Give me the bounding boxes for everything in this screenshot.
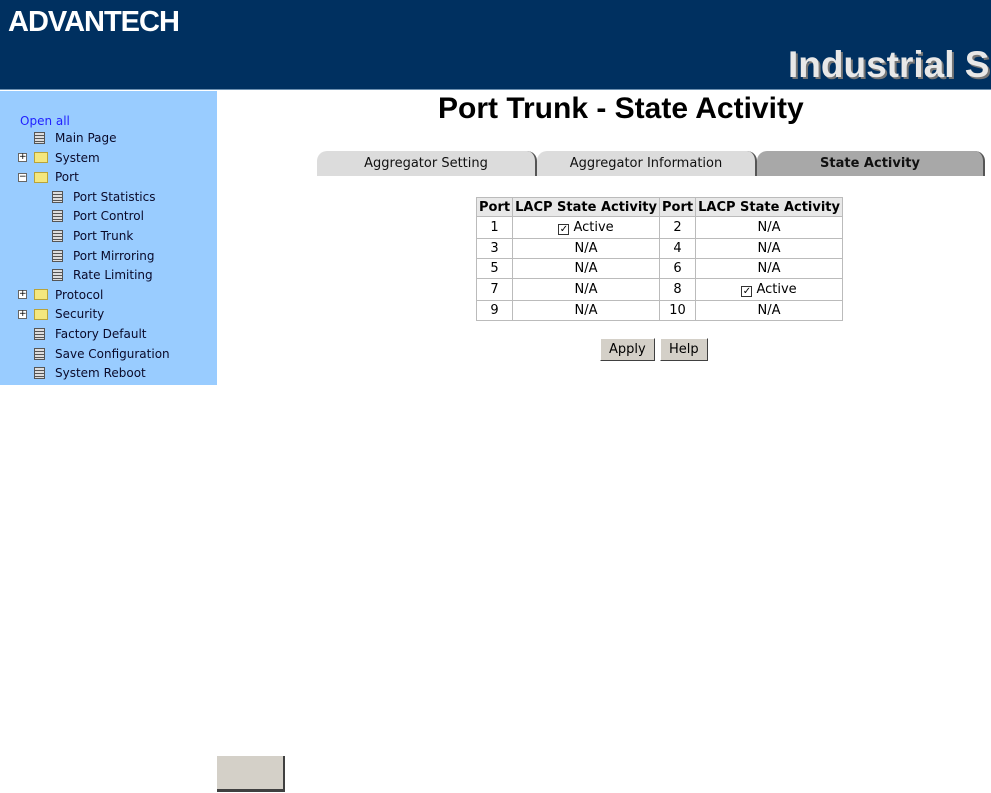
sidebar-item-port-trunk[interactable]: Port Trunk — [52, 227, 133, 245]
sidebar-item-rate-limiting[interactable]: Rate Limiting — [52, 266, 153, 284]
col-lacp-state: LACP State Activity — [695, 197, 843, 217]
product-title: Industrial S — [788, 44, 990, 85]
col-lacp-state: LACP State Activity — [512, 197, 660, 217]
port-number: 10 — [658, 300, 697, 321]
lacp-state-cell: ✓ Active — [512, 216, 660, 239]
table-row: 5 N/A 6 N/A — [475, 258, 843, 279]
expand-icon[interactable]: + — [18, 289, 27, 300]
tab-aggregator-setting[interactable]: Aggregator Setting — [317, 151, 537, 176]
port-number: 9 — [475, 300, 514, 321]
page-icon — [34, 328, 45, 340]
sidebar-item-label: System — [55, 150, 100, 165]
page-icon — [52, 230, 63, 242]
sidebar-item-port-statistics[interactable]: Port Statistics — [52, 188, 155, 206]
lacp-state-cell: N/A — [512, 258, 660, 279]
active-checkbox[interactable]: ✓ — [558, 224, 570, 235]
lacp-state-table: Port LACP State Activity Port LACP State… — [475, 197, 843, 321]
col-port: Port — [475, 197, 514, 217]
folder-icon — [34, 152, 48, 164]
port-number: 5 — [475, 258, 514, 279]
port-number: 1 — [475, 216, 514, 239]
lacp-state-cell: N/A — [695, 238, 843, 259]
sidebar-item-security[interactable]: + Security — [18, 305, 104, 323]
sidebar-item-label: Rate Limiting — [73, 268, 153, 283]
page-icon — [34, 367, 45, 380]
tab-aggregator-information[interactable]: Aggregator Information — [537, 151, 757, 176]
lacp-state-cell: ✓ Active — [695, 278, 843, 301]
lacp-state-text: N/A — [757, 220, 781, 235]
folder-open-icon — [34, 171, 48, 183]
lacp-state-cell: N/A — [512, 238, 660, 259]
port-number: 8 — [658, 278, 697, 301]
header-banner: ADVANTECH Industrial S — [0, 0, 991, 90]
lacp-state-cell: N/A — [695, 258, 843, 279]
open-all-link[interactable]: Open all — [20, 114, 70, 128]
expand-icon[interactable]: + — [18, 152, 27, 163]
table-row: 3 N/A 4 N/A — [475, 238, 843, 259]
lacp-state-text: N/A — [757, 241, 781, 256]
col-port: Port — [658, 197, 697, 217]
sidebar-item-protocol[interactable]: + Protocol — [18, 286, 103, 304]
lacp-state-text: N/A — [574, 261, 598, 276]
sidebar-item-port-control[interactable]: Port Control — [52, 207, 144, 225]
page-icon — [34, 132, 45, 144]
folder-icon — [34, 289, 48, 301]
lacp-state-cell: N/A — [512, 300, 660, 321]
table-row: 9 N/A 10 N/A — [475, 300, 843, 321]
collapse-icon[interactable]: − — [18, 171, 27, 182]
expand-icon[interactable]: + — [18, 308, 27, 319]
lacp-state-cell: N/A — [512, 278, 660, 301]
lacp-state-text: Active — [573, 220, 614, 235]
lacp-state-cell: N/A — [695, 300, 843, 321]
sidebar-item-port[interactable]: − Port — [18, 168, 79, 186]
help-button[interactable]: Help — [660, 338, 708, 361]
port-number: 3 — [475, 238, 514, 259]
apply-button[interactable]: Apply — [600, 338, 655, 361]
lacp-state-text: Active — [756, 282, 797, 297]
lacp-state-text: N/A — [757, 303, 781, 318]
lacp-state-text: N/A — [574, 303, 598, 318]
sidebar-item-label: Port Statistics — [73, 189, 156, 204]
port-number: 4 — [658, 238, 697, 259]
sidebar-item-label: Main Page — [55, 131, 117, 145]
sidebar-item-label: Port — [55, 170, 79, 185]
sidebar-item-label: Security — [55, 307, 105, 322]
page-icon — [52, 210, 63, 223]
port-number: 2 — [658, 216, 697, 239]
sidebar-item-main-page[interactable]: Main Page — [34, 129, 117, 147]
sidebar-item-label: Port Trunk — [73, 229, 134, 243]
sidebar-item-save-configuration[interactable]: Save Configuration — [34, 345, 170, 363]
sidebar-item-label: System Reboot — [55, 366, 146, 381]
port-number: 7 — [475, 278, 514, 301]
sidebar-item-label: Save Configuration — [55, 346, 170, 361]
lacp-state-text: N/A — [574, 282, 598, 297]
advantech-logo: ADVANTECH — [8, 6, 180, 38]
table-row: 7 N/A 8 ✓ Active — [475, 278, 843, 301]
sidebar-item-system[interactable]: + System — [18, 149, 100, 167]
lacp-state-cell: N/A — [695, 216, 843, 239]
sidebar-item-factory-default[interactable]: Factory Default — [34, 325, 147, 343]
sidebar-item-label: Protocol — [55, 287, 104, 302]
port-number: 6 — [658, 258, 697, 279]
page-icon — [52, 249, 63, 262]
sidebar-item-label: Factory Default — [55, 327, 147, 341]
page-icon — [34, 347, 45, 360]
sidebar-menu: Open all Main Page + System − Port Port Stati… — [0, 91, 217, 385]
table-row: 1 ✓ Active 2 N/A — [475, 216, 843, 239]
sidebar-item-system-reboot[interactable]: System Reboot — [34, 364, 146, 382]
active-checkbox[interactable]: ✓ — [741, 286, 753, 297]
lacp-state-text: N/A — [574, 241, 598, 256]
lacp-state-text: N/A — [757, 261, 781, 276]
sidebar-item-label: Port Mirroring — [73, 248, 155, 263]
page-title: Port Trunk - State Activity — [438, 92, 804, 125]
page-icon — [52, 269, 63, 282]
blank-button[interactable] — [217, 756, 285, 792]
tab-state-activity[interactable]: State Activity — [757, 151, 985, 176]
folder-icon — [34, 308, 48, 320]
sidebar-item-port-mirroring[interactable]: Port Mirroring — [52, 247, 155, 265]
sidebar-item-label: Port Control — [73, 209, 144, 224]
page-icon — [52, 190, 63, 203]
